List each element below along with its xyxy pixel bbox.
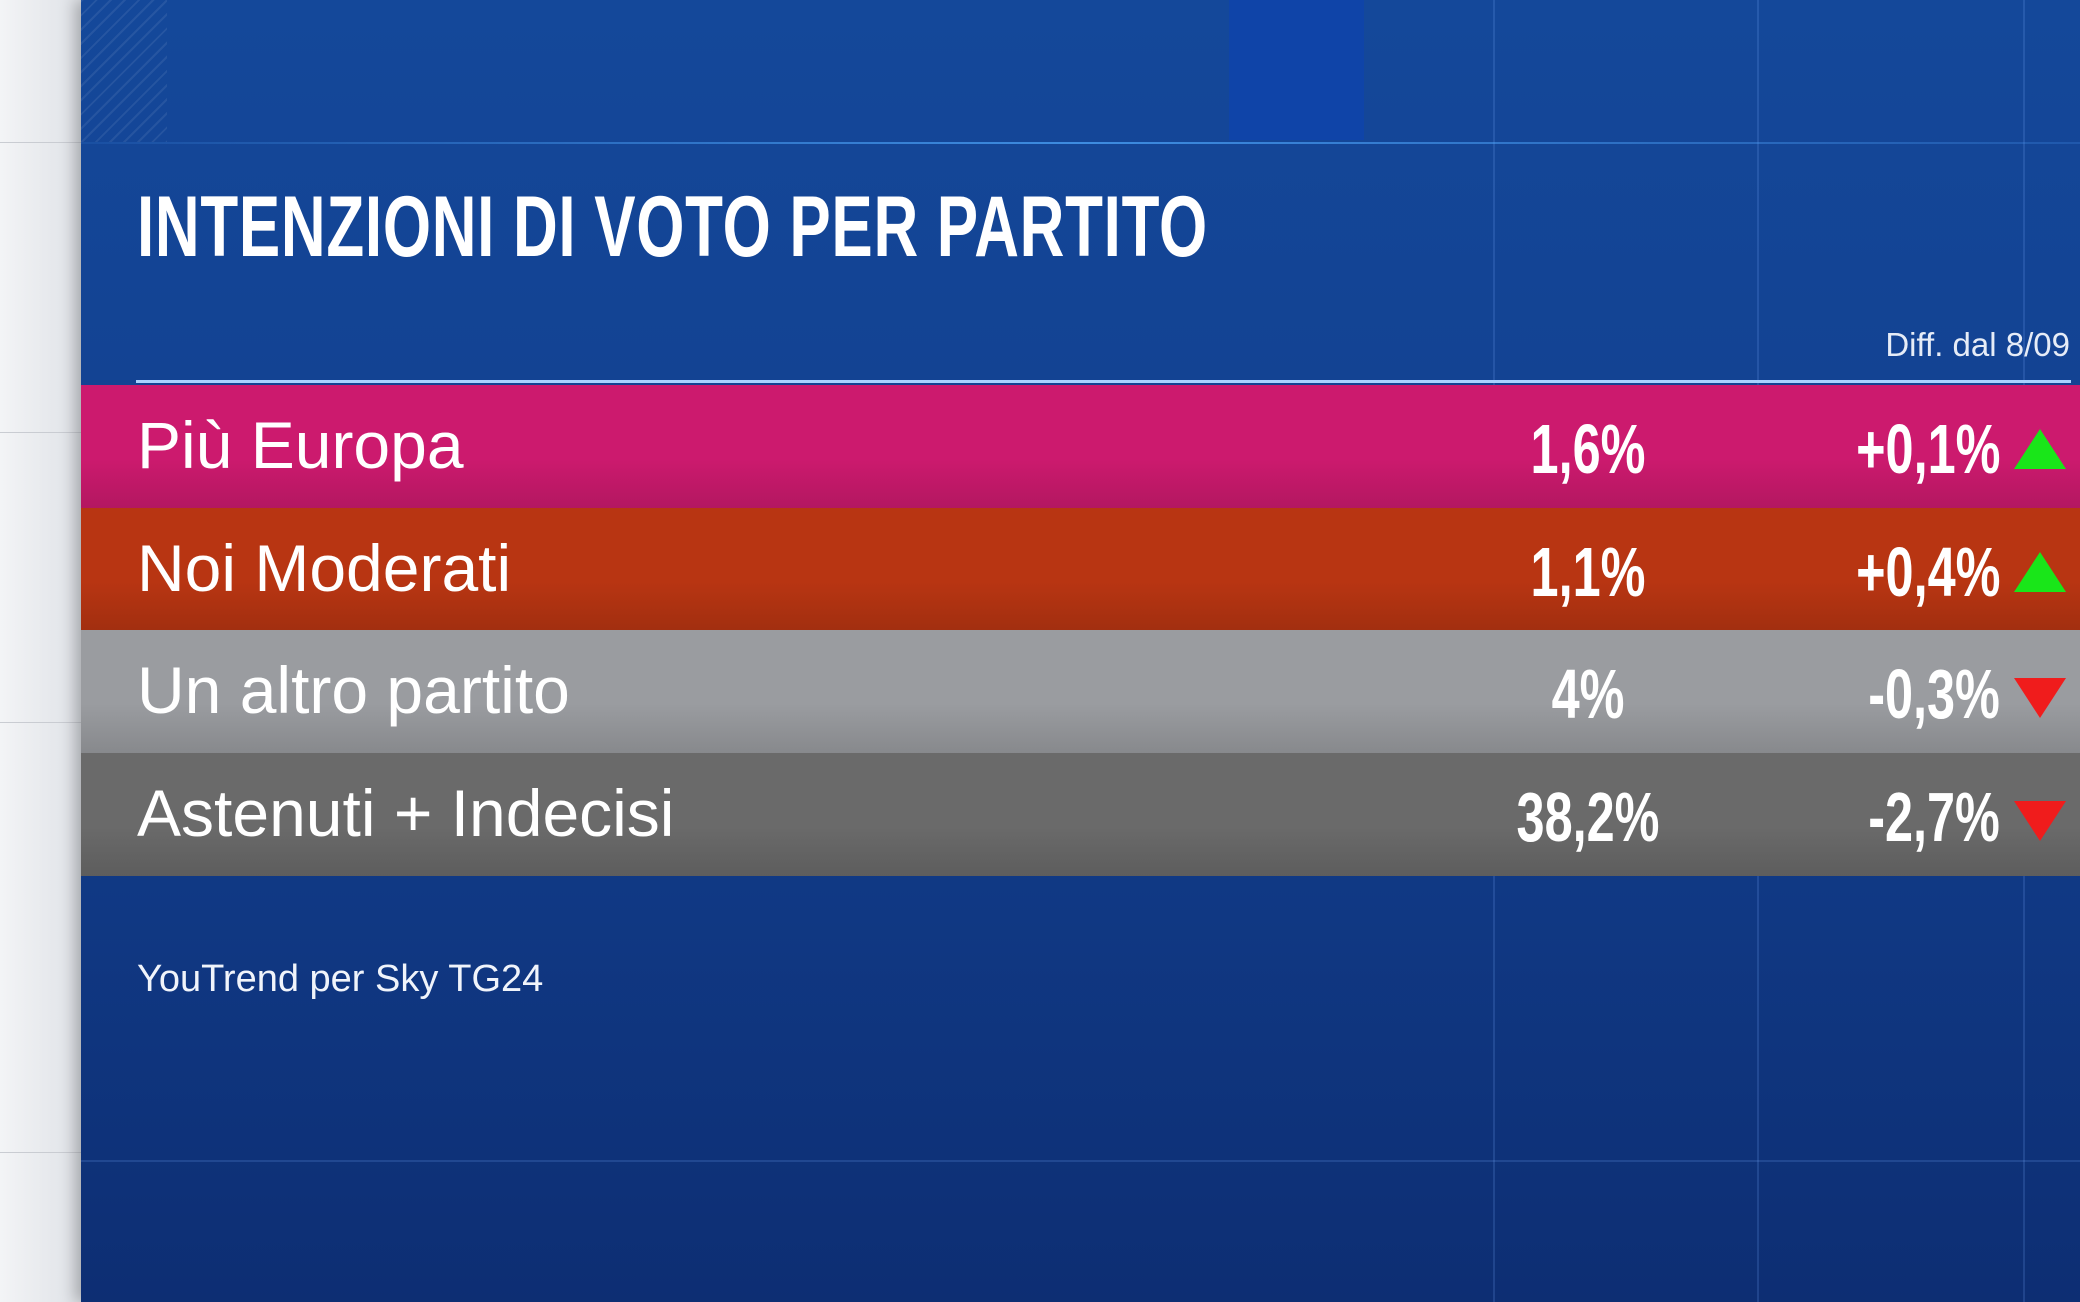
decor-block — [1229, 0, 1364, 140]
vote-share: 1,1% — [1530, 533, 1646, 611]
table-row: Noi Moderati 1,1% +0,4% — [81, 508, 2080, 631]
table-row: Un altro partito 4% -0,3% — [81, 630, 2080, 753]
change-value: -2,7% — [1868, 778, 2000, 856]
header-divider — [136, 380, 2071, 383]
change-value: -0,3% — [1868, 655, 2000, 733]
triangle-down-icon — [2014, 801, 2066, 841]
triangle-up-icon — [2014, 429, 2066, 469]
vote-share: 38,2% — [1516, 778, 1660, 856]
change-value: +0,1% — [1855, 410, 2000, 488]
poll-panel: INTENZIONI DI VOTO PER PARTITO Diff. dal… — [81, 0, 2080, 1302]
decor-line — [81, 142, 2080, 144]
vote-share: 4% — [1551, 655, 1625, 733]
table-row: Più Europa 1,6% +0,1% — [81, 385, 2080, 508]
hatch-decoration — [81, 0, 167, 142]
change-value: +0,4% — [1855, 533, 2000, 611]
triangle-up-icon — [2014, 552, 2066, 592]
vote-share: 1,6% — [1530, 410, 1646, 488]
diff-header: Diff. dal 8/09 — [1885, 326, 2070, 363]
page-title: INTENZIONI DI VOTO PER PARTITO — [137, 179, 1208, 275]
party-name: Astenuti + Indecisi — [137, 776, 675, 850]
party-name: Un altro partito — [137, 653, 570, 727]
background-left — [0, 0, 81, 1302]
triangle-down-icon — [2014, 678, 2066, 718]
table-row: Astenuti + Indecisi 38,2% -2,7% — [81, 753, 2080, 876]
party-name: Più Europa — [137, 408, 464, 482]
party-name: Noi Moderati — [137, 531, 512, 605]
source-credit: YouTrend per Sky TG24 — [137, 958, 544, 1000]
